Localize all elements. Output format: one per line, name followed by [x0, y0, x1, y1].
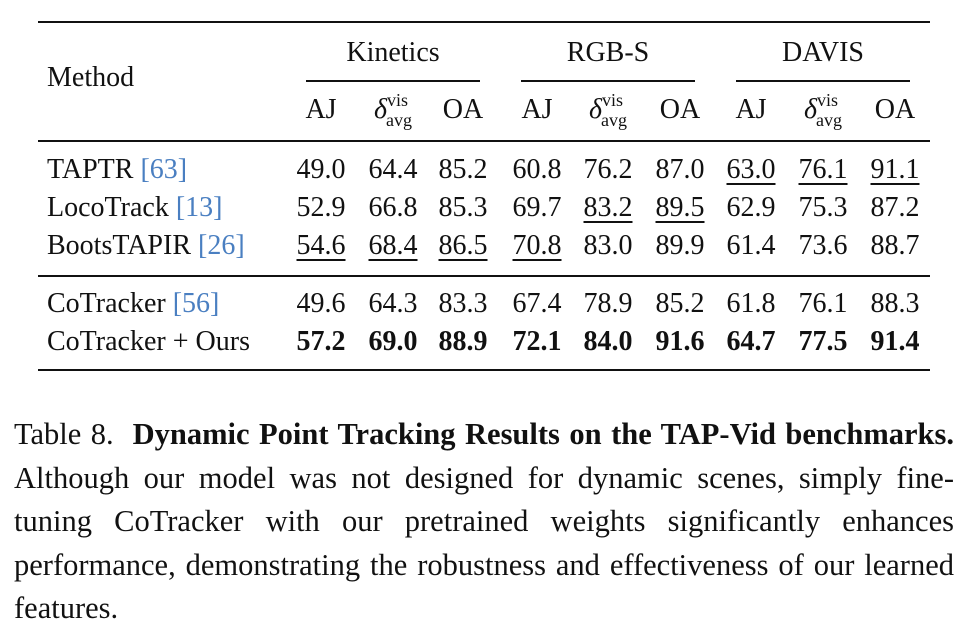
cell-value: 87.2 — [870, 192, 920, 223]
cell-value: 88.9 — [438, 326, 488, 357]
citation-link[interactable]: [13] — [175, 192, 223, 223]
group-header-davis: DAVIS — [782, 37, 864, 68]
cell-value: 69.7 — [512, 192, 562, 223]
cell-value: 68.4 — [368, 230, 418, 261]
superscript: vis — [817, 90, 839, 110]
group-header-rgbs: RGB-S — [566, 37, 650, 68]
cell-value: 85.3 — [438, 192, 488, 223]
cell-value: 64.3 — [368, 288, 418, 319]
bottom-rule — [38, 369, 930, 371]
cell-value: 91.1 — [870, 154, 920, 185]
superscript: vis — [387, 90, 409, 110]
top-rule — [38, 21, 930, 23]
cell-value: 89.9 — [655, 230, 705, 261]
cell-value: 73.6 — [798, 230, 848, 261]
metric-header-aj: AJ — [521, 94, 553, 125]
method-name: TAPTR — [47, 154, 141, 185]
cell-value: 83.2 — [583, 192, 633, 223]
header-rule — [38, 140, 930, 142]
row-method: CoTracker + Ours — [47, 326, 250, 358]
caption-label: Table 8. — [14, 417, 114, 451]
group-underline — [521, 80, 695, 82]
superscript: vis — [602, 90, 624, 110]
cell-value: 54.6 — [296, 230, 346, 261]
cell-value: 76.1 — [798, 288, 848, 319]
citation-link[interactable]: [56] — [172, 288, 220, 319]
delta-symbol: δ — [803, 94, 817, 125]
cell-value: 70.8 — [512, 230, 562, 261]
group-underline — [736, 80, 910, 82]
metric-header-delta-vis-avg: δvisavg — [373, 90, 413, 130]
method-header: Method — [47, 62, 135, 93]
row-method: BootsTAPIR [26] — [47, 230, 245, 262]
cell-value: 49.6 — [296, 288, 346, 319]
metric-header-oa: OA — [659, 94, 701, 125]
cell-value: 76.1 — [798, 154, 848, 185]
cell-value: 83.3 — [438, 288, 488, 319]
cell-value: 52.9 — [296, 192, 346, 223]
cell-value: 88.3 — [870, 288, 920, 319]
metric-header-oa: OA — [442, 94, 484, 125]
method-name: BootsTAPIR — [47, 230, 199, 261]
group-header-kinetics: Kinetics — [346, 37, 440, 68]
cell-value: 86.5 — [438, 230, 488, 261]
method-name: CoTracker — [47, 288, 173, 319]
metric-header-delta-vis-avg: δvisavg — [588, 90, 628, 130]
cell-value: 76.2 — [583, 154, 633, 185]
metric-header-oa: OA — [874, 94, 916, 125]
row-method: CoTracker [56] — [47, 288, 219, 320]
cell-value: 69.0 — [368, 326, 418, 357]
cell-value: 85.2 — [438, 154, 488, 185]
method-name: LocoTrack — [47, 192, 176, 223]
metric-header-delta-vis-avg: δvisavg — [803, 90, 843, 130]
cell-value: 85.2 — [655, 288, 705, 319]
citation-link[interactable]: [26] — [198, 230, 245, 261]
method-name: CoTracker + Ours — [47, 326, 250, 357]
cell-value: 62.9 — [726, 192, 776, 223]
row-method: TAPTR [63] — [47, 154, 187, 186]
metric-header-aj: AJ — [305, 94, 337, 125]
cell-value: 83.0 — [583, 230, 633, 261]
cell-value: 60.8 — [512, 154, 562, 185]
cell-value: 63.0 — [726, 154, 776, 185]
cell-value: 66.8 — [368, 192, 418, 223]
cell-value: 84.0 — [583, 326, 633, 357]
cell-value: 88.7 — [870, 230, 920, 261]
cell-value: 67.4 — [512, 288, 562, 319]
caption-body: Although our model was not designed for … — [14, 460, 954, 626]
cell-value: 64.7 — [726, 326, 776, 357]
cell-value: 61.8 — [726, 288, 776, 319]
cell-value: 78.9 — [583, 288, 633, 319]
cell-value: 87.0 — [655, 154, 705, 185]
subscript: avg — [386, 110, 413, 130]
cell-value: 75.3 — [798, 192, 848, 223]
cell-value: 49.0 — [296, 154, 346, 185]
delta-symbol: δ — [588, 94, 602, 125]
caption-title: Dynamic Point Tracking Results on the TA… — [132, 417, 955, 451]
cell-value: 64.4 — [368, 154, 418, 185]
citation-link[interactable]: [63] — [140, 154, 188, 185]
row-method: LocoTrack [13] — [47, 192, 223, 224]
metric-header-aj: AJ — [735, 94, 767, 125]
group-underline — [306, 80, 480, 82]
subscript: avg — [816, 110, 843, 130]
table-caption: Table 8. Dynamic Point Tracking Results … — [14, 413, 954, 630]
subscript: avg — [601, 110, 628, 130]
cell-value: 89.5 — [655, 192, 705, 223]
cell-value: 72.1 — [512, 326, 562, 357]
cell-value: 91.4 — [870, 326, 920, 357]
cell-value: 57.2 — [296, 326, 346, 357]
cell-value: 91.6 — [655, 326, 705, 357]
cell-value: 77.5 — [798, 326, 848, 357]
cell-value: 61.4 — [726, 230, 776, 261]
mid-rule — [38, 275, 930, 277]
delta-symbol: δ — [373, 94, 387, 125]
